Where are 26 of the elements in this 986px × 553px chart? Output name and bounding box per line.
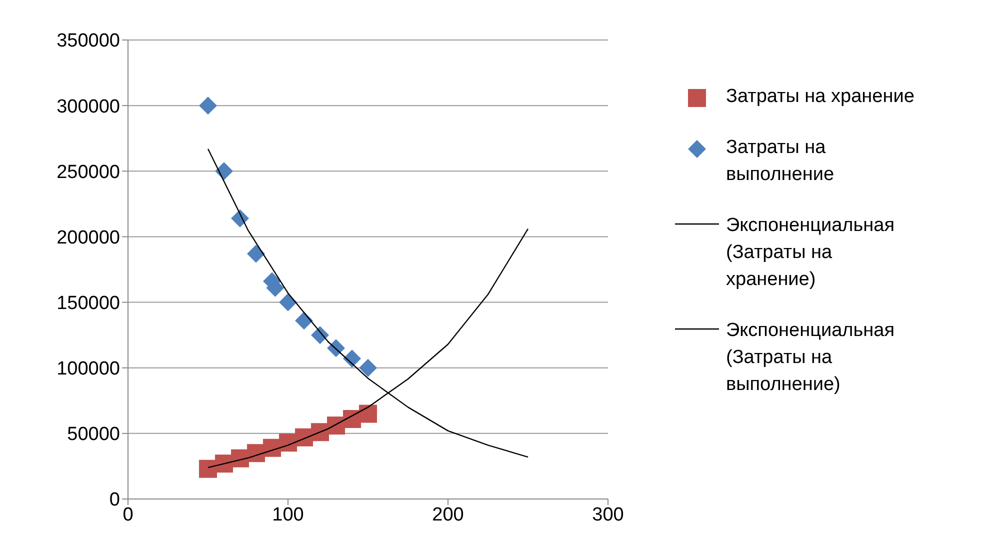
x-tick-label: 0	[122, 504, 134, 526]
y-tick-label: 100000	[56, 358, 120, 380]
point	[359, 404, 377, 423]
point	[279, 293, 297, 312]
y-tick-label: 350000	[56, 30, 120, 52]
x-tick-label: 200	[432, 504, 464, 526]
y-tick-label: 0	[109, 490, 120, 511]
legend-label: Затраты на выполнение	[726, 136, 836, 187]
point	[327, 339, 345, 358]
point	[343, 350, 361, 368]
y-tick-label: 300000	[56, 96, 120, 118]
y-tick-label: 200000	[56, 227, 120, 248]
x-tick-label: 300	[592, 504, 624, 526]
point	[311, 326, 329, 344]
legend-label: Экспоненциальная (Затраты на выполнение)	[726, 319, 896, 397]
y-tick-label: 250000	[56, 162, 120, 183]
point	[295, 312, 313, 330]
x-tick-label: 100	[272, 504, 304, 526]
point	[247, 244, 265, 263]
point	[359, 358, 377, 377]
point	[215, 162, 233, 180]
legend-label: Затраты на хранение	[726, 85, 916, 109]
legend-label: Экспоненциальная (Затраты на хранение)	[726, 214, 896, 292]
y-tick-label: 150000	[56, 293, 120, 314]
y-tick-label: 50000	[67, 424, 120, 446]
point	[199, 96, 217, 115]
